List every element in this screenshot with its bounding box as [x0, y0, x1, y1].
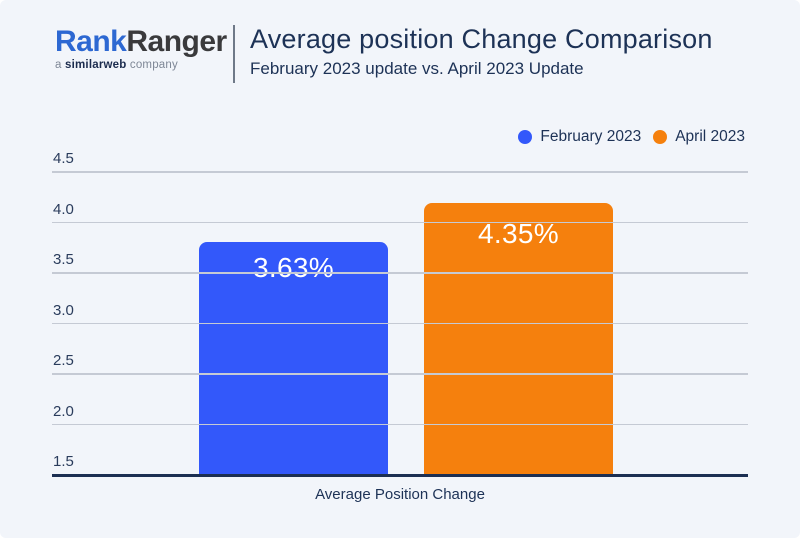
title-block: Average position Change Comparison Febru…: [250, 24, 713, 79]
gridline-3.5: [52, 272, 748, 274]
header-divider: [233, 25, 235, 83]
chart-legend: February 2023 April 2023: [518, 128, 745, 146]
gridline-4.5: [52, 171, 748, 173]
gridline-2.5: [52, 373, 748, 375]
bar-april-2023: 4.35%: [424, 203, 613, 474]
bar-label-february: 3.63%: [253, 251, 334, 283]
legend-item-february-2023: February 2023: [518, 128, 641, 146]
logo-tagline: a similarweb company: [55, 59, 227, 72]
gridline-4.0: [52, 221, 748, 223]
rankranger-logo: RankRanger a similarweb company: [55, 27, 227, 72]
logo-rank-text: Rank: [55, 25, 127, 58]
bar-february-2023: 3.63%: [199, 241, 388, 474]
x-axis-line: [52, 474, 748, 477]
y-tick-4.0: 4.0: [53, 200, 74, 218]
tagline-suffix: company: [129, 59, 178, 71]
gridline-3.0: [52, 322, 748, 324]
y-tick-4.5: 4.5: [53, 150, 74, 167]
logo-wordmark: RankRanger: [55, 27, 227, 57]
y-tick-1.5: 1.5: [53, 453, 74, 470]
page-title: Average position Change Comparison: [250, 24, 713, 54]
tagline-prefix: a: [55, 59, 62, 71]
y-tick-2.5: 2.5: [53, 352, 74, 369]
x-axis-title: Average Position Change: [315, 486, 485, 503]
legend-label-february: February 2023: [540, 128, 642, 145]
gridline-2.0: [52, 423, 748, 425]
tagline-brand: similarweb: [65, 59, 127, 71]
y-tick-3.0: 3.0: [53, 301, 74, 319]
logo-ranger-text: Ranger: [126, 25, 227, 58]
april-2023-dot-icon: [653, 130, 668, 144]
page-subtitle: February 2023 update vs. April 2023 Upda…: [250, 59, 584, 78]
february-2023-dot-icon: [518, 130, 533, 144]
y-tick-3.5: 3.5: [53, 251, 74, 268]
y-tick-2.0: 2.0: [53, 402, 74, 420]
legend-item-april-2023: April 2023: [653, 128, 745, 146]
bar-label-april: 4.35%: [478, 218, 559, 250]
legend-label-april: April 2023: [675, 128, 745, 145]
